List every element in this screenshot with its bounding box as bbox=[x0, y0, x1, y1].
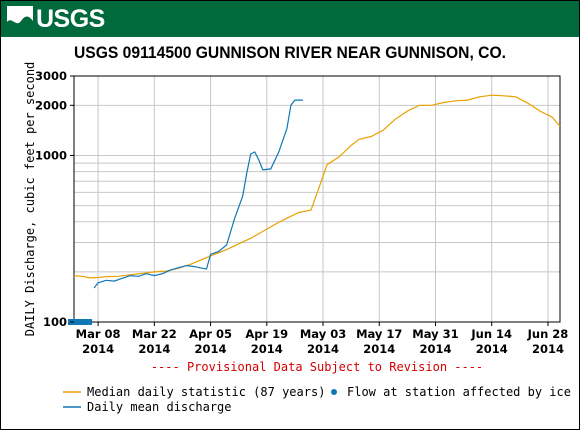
y-tick-label: 3000 bbox=[35, 69, 67, 83]
x-tick-label: Jun 28 bbox=[527, 327, 569, 341]
x-tick-label: Mar 08 bbox=[76, 327, 121, 341]
series-layer bbox=[67, 94, 561, 325]
x-tick-year-label: 2014 bbox=[363, 342, 395, 356]
ice-flow-marker bbox=[80, 319, 85, 325]
legend-label: Median daily statistic (87 years) bbox=[87, 385, 325, 399]
ice-flow-marker bbox=[88, 319, 93, 325]
usgs-logo[interactable]: USGS bbox=[7, 5, 105, 33]
legend-label: Flow at station affected by ice bbox=[347, 385, 571, 399]
x-tick-label: Mar 22 bbox=[132, 327, 177, 341]
y-axis-label: DAILY Discharge, cubic feet per second bbox=[23, 62, 37, 337]
y-tick-label: 100 bbox=[43, 315, 67, 329]
x-tick-year-label: 2014 bbox=[476, 342, 508, 356]
legend-label: Daily mean discharge bbox=[87, 400, 232, 414]
x-tick-label: May 03 bbox=[300, 327, 346, 341]
grid bbox=[74, 75, 560, 322]
x-tick-year-label: 2014 bbox=[195, 342, 227, 356]
usgs-logo-text: USGS bbox=[36, 4, 105, 33]
plot-area-border bbox=[73, 75, 561, 323]
x-tick-year-label: 2014 bbox=[82, 342, 114, 356]
x-tick-year-label: 2014 bbox=[251, 342, 283, 356]
series-line-daily-mean-discharge bbox=[93, 99, 303, 289]
x-tick-label: Apr 19 bbox=[245, 327, 288, 341]
legend: Median daily statistic (87 years) Flow at… bbox=[63, 385, 571, 414]
x-tick-year-label: 2014 bbox=[138, 342, 170, 356]
legend-swatch-dot bbox=[331, 389, 337, 395]
usgs-wave-icon bbox=[7, 6, 33, 32]
x-tick-year-label: 2014 bbox=[532, 342, 564, 356]
ice-flow-marker bbox=[76, 319, 81, 325]
y-tick-label: 2000 bbox=[35, 98, 67, 112]
x-tick-label: Apr 05 bbox=[189, 327, 232, 341]
y-tick-label: 1000 bbox=[35, 148, 67, 162]
x-tick-label: May 31 bbox=[412, 327, 458, 341]
x-tick-year-label: 2014 bbox=[419, 342, 451, 356]
x-tick-label: Jun 14 bbox=[470, 327, 512, 341]
chart-title: USGS 09114500 GUNNISON RIVER NEAR GUNNIS… bbox=[74, 43, 506, 62]
x-tick-label: May 17 bbox=[356, 327, 402, 341]
ice-flow-marker bbox=[67, 319, 72, 325]
ice-flow-marker bbox=[84, 319, 89, 325]
usgs-header-bar: USGS bbox=[1, 1, 579, 37]
provisional-note: ---- Provisional Data Subject to Revisio… bbox=[151, 360, 483, 374]
series-line-median-daily-statistic-87-years bbox=[73, 94, 561, 279]
x-tick-year-label: 2014 bbox=[307, 342, 339, 356]
